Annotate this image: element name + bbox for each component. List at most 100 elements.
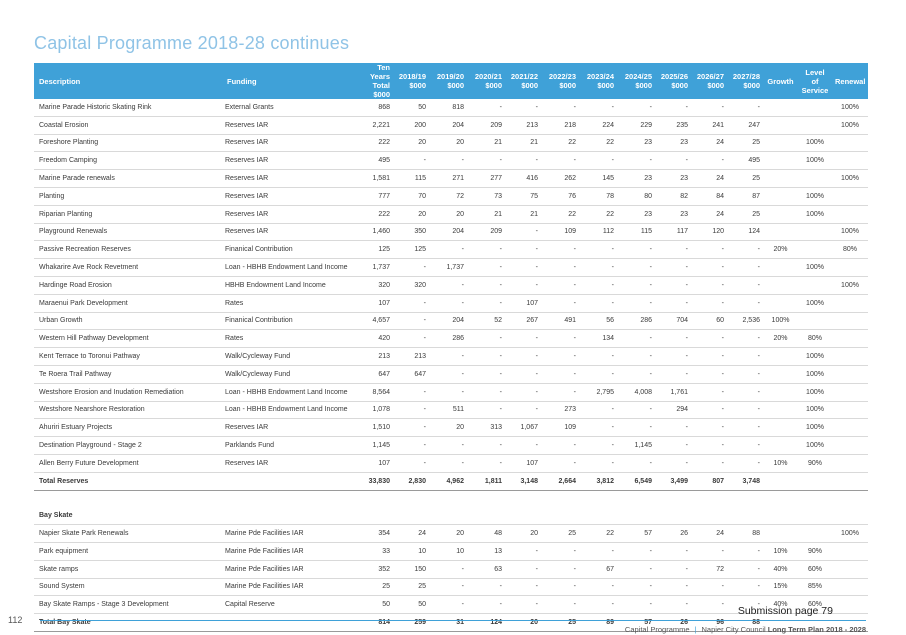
table-cell: - — [429, 365, 467, 384]
table-cell: - — [579, 436, 617, 455]
table-cell: Total Reserves — [34, 471, 222, 491]
table-cell: Loan - HBHB Endowment Land Income — [222, 258, 357, 277]
table-cell: 109 — [541, 418, 579, 438]
table-cell: Marine Parade Historic Skating Rink — [34, 99, 222, 117]
table-cell: 647 — [393, 365, 429, 384]
table-row: Freedom Camping Reserves IAR 495- - - - - - - - -4… — [34, 151, 868, 171]
table-cell: 3,748 — [727, 471, 763, 491]
table-cell: - — [617, 401, 655, 420]
table-cell — [763, 205, 798, 224]
table-cell: 52 — [467, 312, 505, 331]
table-cell: - — [691, 401, 727, 420]
table-cell: - — [505, 595, 541, 615]
table-cell: 25 — [393, 578, 429, 597]
table-cell: - — [505, 151, 541, 171]
table-cell: 100% — [798, 365, 832, 384]
table-cell: 1,510 — [357, 418, 393, 438]
total-bay-skate-row: Total Bay Skate 814 259 31 124 20 25 89 57 26 96 88 — [34, 613, 868, 632]
table-cell — [832, 294, 868, 313]
table-cell: - — [655, 542, 691, 561]
table-cell: 200 — [393, 116, 429, 135]
table-cell: 10 — [429, 542, 467, 561]
table-cell: - — [579, 365, 617, 384]
table-cell: - — [579, 401, 617, 420]
table-row: Coastal Erosion Reserves IAR 2,221 200 204 20… — [34, 116, 868, 135]
table-cell: - — [617, 542, 655, 561]
table-row: Bay Skate Ramps - Stage 3 Development Cap… — [34, 595, 868, 615]
table-cell: 21 — [505, 134, 541, 153]
table-cell: Kent Terrace to Toronui Pathway — [34, 347, 222, 366]
table-cell: - — [541, 347, 579, 366]
table-cell: 213 — [505, 116, 541, 135]
table-cell: - — [429, 560, 467, 579]
table-cell: 511 — [429, 401, 467, 420]
table-cell — [798, 99, 832, 117]
table-cell — [798, 240, 832, 260]
table-cell — [763, 151, 798, 171]
table-cell — [222, 613, 357, 632]
table-cell: Riparian Planting — [34, 205, 222, 224]
table-cell — [222, 471, 357, 491]
table-row: Napier Skate Park Renewals Marine Pde Fac… — [34, 524, 868, 543]
table-cell: - — [541, 365, 579, 384]
table-cell: - — [579, 276, 617, 295]
table-cell: - — [579, 347, 617, 366]
table-cell: 31 — [429, 613, 467, 632]
table-cell: 23 — [617, 205, 655, 224]
table-cell: 20% — [763, 329, 798, 349]
table-cell: 495 — [357, 151, 393, 171]
table-cell: 80% — [798, 329, 832, 349]
table-row: Maraenui Park Development Rates 107- - -107-… — [34, 294, 868, 313]
table-cell: - — [691, 347, 727, 366]
table-cell: - — [691, 276, 727, 295]
table-cell: 4,657 — [357, 312, 393, 331]
table-cell: - — [617, 151, 655, 171]
table-cell: 294 — [655, 401, 691, 420]
table-cell: 267 — [505, 312, 541, 331]
table-cell: 25 — [727, 169, 763, 188]
footer-doc-title: Long Term Plan 2018 - 2028 — [767, 625, 866, 634]
table-row: Te Roera Trail Pathway Walk/Cycleway Fund… — [34, 365, 868, 384]
table-cell: Finanical Contribution — [222, 240, 357, 260]
table-cell: 40% — [763, 560, 798, 579]
table-cell: - — [393, 329, 429, 349]
table-cell: 224 — [579, 116, 617, 135]
table-cell: 75 — [505, 187, 541, 206]
table-cell: 145 — [579, 169, 617, 188]
table-cell: 23 — [655, 134, 691, 153]
table-cell: - — [727, 365, 763, 384]
table-cell: 100% — [798, 418, 832, 438]
table-cell — [832, 134, 868, 153]
table-cell: 78 — [579, 187, 617, 206]
table-cell — [832, 418, 868, 438]
table-cell: - — [505, 436, 541, 455]
table-cell: Western Hill Pathway Development — [34, 329, 222, 349]
table-cell: 229 — [617, 116, 655, 135]
table-cell: 13 — [467, 542, 505, 561]
table-cell: Finanical Contribution — [222, 312, 357, 331]
table-cell: 354 — [357, 524, 393, 543]
table-row: Whakarire Ave Rock Revetment Loan - HBHB … — [34, 258, 868, 277]
table-cell: 100% — [798, 205, 832, 224]
table-cell — [798, 471, 832, 491]
table-cell: Marine Pde Facilities IAR — [222, 578, 357, 597]
table-cell: 73 — [467, 187, 505, 206]
table-cell: 814 — [357, 613, 393, 632]
table-cell: Loan - HBHB Endowment Land Income — [222, 401, 357, 420]
table-cell: 4,008 — [617, 383, 655, 402]
table-cell: - — [727, 240, 763, 260]
table-cell — [798, 169, 832, 188]
table-cell: 117 — [655, 223, 691, 242]
table-cell: - — [691, 240, 727, 260]
table-cell: - — [505, 99, 541, 117]
section-title: Bay Skate — [34, 507, 868, 526]
table-cell: - — [655, 329, 691, 349]
table-cell: - — [393, 436, 429, 455]
header-year: 2026/27 $000 — [691, 63, 727, 99]
table-cell: 100% — [798, 134, 832, 153]
table-cell: - — [617, 578, 655, 597]
table-cell: 100% — [798, 187, 832, 206]
table-cell: - — [541, 595, 579, 615]
table-cell: - — [467, 365, 505, 384]
table-cell: - — [617, 294, 655, 313]
